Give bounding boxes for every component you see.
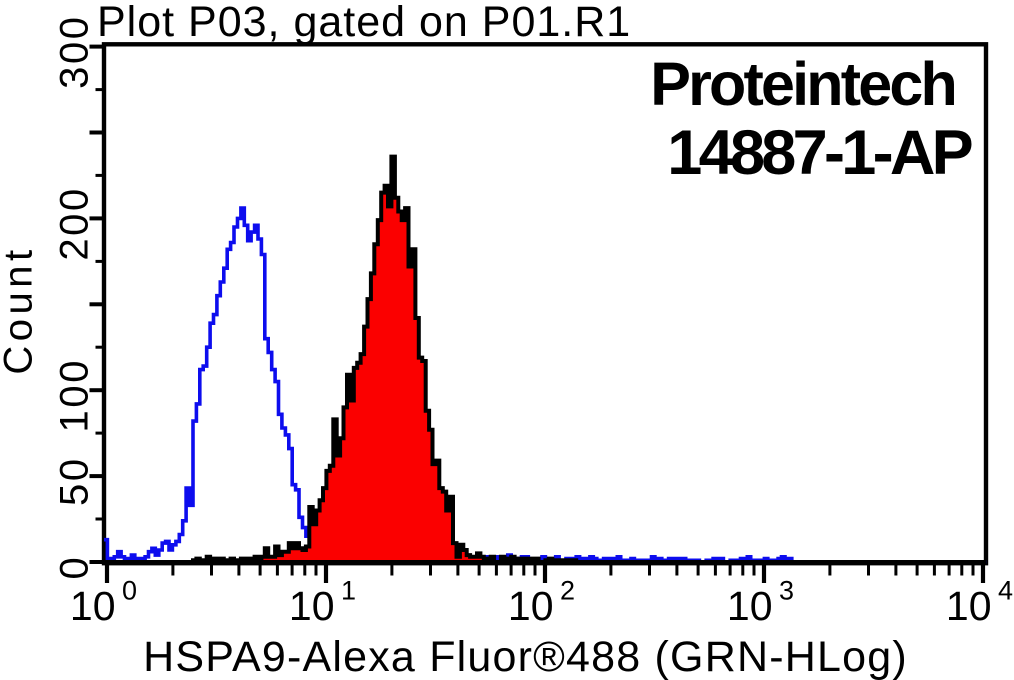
svg-text:1: 1: [341, 576, 356, 606]
svg-text:4: 4: [998, 576, 1013, 606]
svg-text:0: 0: [53, 555, 97, 580]
svg-text:0: 0: [122, 576, 137, 606]
svg-text:10: 10: [289, 583, 335, 629]
svg-text:Count: Count: [0, 245, 41, 374]
svg-text:14887-1-AP: 14887-1-AP: [667, 118, 971, 188]
svg-text:100: 100: [53, 358, 97, 433]
svg-text:10: 10: [70, 583, 116, 629]
svg-text:3: 3: [779, 576, 794, 606]
svg-text:300: 300: [53, 14, 97, 89]
svg-text:50: 50: [53, 456, 97, 506]
svg-text:10: 10: [508, 583, 554, 629]
svg-text:Plot P03, gated on P01.R1: Plot P03, gated on P01.R1: [97, 0, 631, 46]
svg-text:200: 200: [53, 186, 97, 261]
svg-text:10: 10: [946, 583, 992, 629]
svg-text:10: 10: [727, 583, 773, 629]
svg-text:HSPA9-Alexa Fluor®488 (GRN-HLo: HSPA9-Alexa Fluor®488 (GRN-HLog): [143, 633, 908, 680]
svg-text:2: 2: [560, 576, 575, 606]
svg-text:Proteintech: Proteintech: [650, 50, 955, 118]
